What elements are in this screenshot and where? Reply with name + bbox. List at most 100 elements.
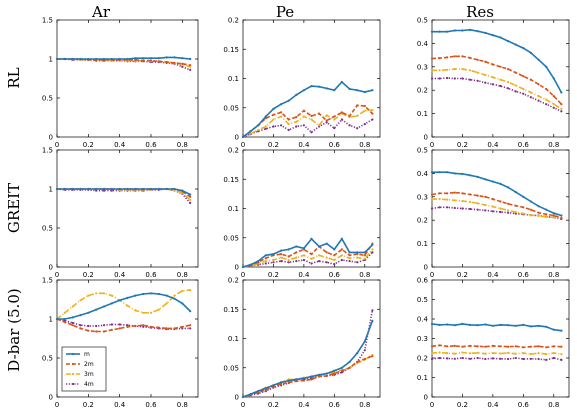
data-point-m <box>484 323 487 326</box>
data-point-2m <box>280 253 283 256</box>
data-point-m <box>430 171 434 174</box>
data-point-4m <box>476 356 479 360</box>
x-tick-label: 0.6 <box>145 401 157 409</box>
data-point-2m <box>545 87 548 91</box>
data-point-2m <box>363 254 366 257</box>
data-point-3m <box>514 352 517 355</box>
data-point-m <box>189 193 192 196</box>
data-point-2m <box>165 61 168 64</box>
data-point-m <box>499 182 502 185</box>
data-point-4m <box>302 258 305 262</box>
data-point-m <box>157 292 160 296</box>
data-point-2m <box>333 254 336 257</box>
x-tick-label: 0 <box>430 271 434 279</box>
y-tick-label: 0.1 <box>417 240 428 248</box>
data-point-2m <box>157 60 160 63</box>
data-point-m <box>507 40 510 43</box>
data-point-4m <box>325 121 328 124</box>
data-point-4m <box>287 261 290 264</box>
data-point-4m <box>333 127 336 130</box>
data-point-4m <box>79 324 82 327</box>
data-point-4m <box>356 127 359 130</box>
data-point-2m <box>149 59 153 62</box>
data-point-4m <box>476 79 479 82</box>
data-point-4m <box>95 324 98 328</box>
y-tick-label: 0.5 <box>42 95 53 103</box>
data-point-m <box>257 260 260 263</box>
data-point-3m <box>476 202 479 205</box>
data-point-4m <box>499 357 502 360</box>
x-tick-label: 0 <box>241 271 245 279</box>
data-point-4m <box>430 77 434 80</box>
y-tick-label: 0.3 <box>417 193 428 201</box>
data-point-4m <box>499 84 502 88</box>
data-point-3m <box>545 215 548 218</box>
y-tick-label: 0.2 <box>228 147 239 155</box>
data-point-4m <box>507 357 510 361</box>
data-point-3m <box>102 292 106 295</box>
x-tick-label: 0.2 <box>457 271 468 279</box>
data-point-m <box>264 387 267 390</box>
data-point-m <box>142 187 145 191</box>
data-point-2m <box>499 345 502 348</box>
data-point-m <box>142 57 145 60</box>
data-point-m <box>249 393 252 396</box>
data-point-3m <box>71 305 74 308</box>
data-point-2m <box>560 103 563 106</box>
data-point-3m <box>484 73 487 77</box>
data-point-m <box>272 384 275 387</box>
data-point-3m <box>348 257 351 260</box>
data-point-m <box>507 324 510 327</box>
data-point-m <box>325 372 328 375</box>
data-point-3m <box>287 258 290 262</box>
data-point-2m <box>552 214 555 217</box>
data-point-m <box>318 245 321 248</box>
data-point-3m <box>79 299 82 302</box>
data-point-3m <box>552 216 555 219</box>
data-point-m <box>453 172 456 175</box>
data-point-m <box>499 323 502 326</box>
data-point-2m <box>522 206 525 209</box>
y-tick-label: 0.1 <box>228 205 239 213</box>
data-point-2m <box>430 57 434 60</box>
data-point-3m <box>173 189 176 192</box>
x-tick-label: 0.4 <box>114 401 126 409</box>
series-line-m <box>432 171 562 217</box>
data-point-m <box>287 379 290 382</box>
legend-marker-m <box>71 352 75 356</box>
data-point-m <box>529 200 533 203</box>
data-point-m <box>430 30 434 33</box>
series-line-m <box>57 56 191 60</box>
data-point-4m <box>552 356 555 360</box>
data-point-4m <box>469 207 472 211</box>
data-point-2m <box>287 118 290 121</box>
series-line-m <box>57 292 191 320</box>
data-point-m <box>476 175 479 178</box>
data-point-m <box>560 214 563 217</box>
data-point-3m <box>302 115 305 118</box>
x-tick-label: 0.8 <box>548 141 559 149</box>
axes-frame <box>242 149 381 268</box>
data-point-4m <box>318 260 321 263</box>
data-point-m <box>469 323 472 326</box>
data-point-2m <box>461 192 464 195</box>
x-tick-label: 0 <box>55 271 59 279</box>
data-point-m <box>446 171 449 174</box>
data-point-4m <box>310 262 313 265</box>
data-point-3m <box>522 212 525 215</box>
data-point-3m <box>469 69 472 72</box>
col-title-res: Res <box>466 3 494 21</box>
y-tick-label: 0.2 <box>417 87 428 95</box>
data-point-2m <box>173 327 176 330</box>
y-tick-label: 0 <box>49 134 53 142</box>
y-tick-label: 0 <box>424 134 428 142</box>
data-point-m <box>189 310 192 313</box>
data-point-3m <box>142 311 145 314</box>
data-point-m <box>126 57 129 61</box>
data-point-m <box>318 373 321 376</box>
data-point-m <box>438 171 441 174</box>
data-point-2m <box>142 324 145 327</box>
data-point-m <box>110 187 113 191</box>
data-point-m <box>461 322 464 325</box>
x-tick-label: 0.8 <box>359 141 370 149</box>
